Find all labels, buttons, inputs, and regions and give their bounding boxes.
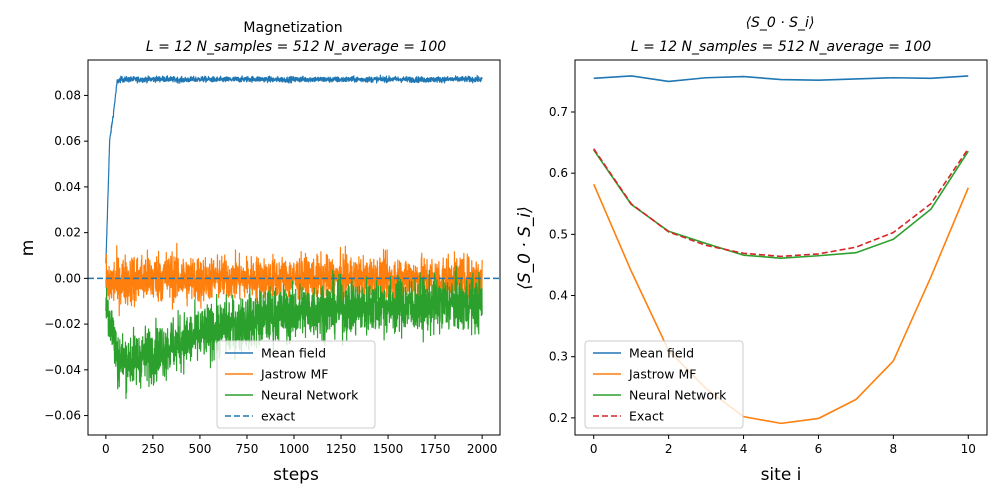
correlation-ylabel: ⟨S_0 · S_i⟩ [515,206,535,290]
correlation-legend-label-exact: Exact [629,409,664,424]
correlation-legend-label-neural-network: Neural Network [629,388,727,403]
magnetization-xtick-label: 1750 [420,442,451,456]
correlation-panel: ⟨S_0 · S_i⟩ L = 12 N_samples = 512 N_ave… [515,15,988,485]
correlation-legend-label-jastrow-mf: Jastrow MF [628,367,696,382]
correlation-plot-frame [574,59,988,436]
correlation-title: ⟨S_0 · S_i⟩ [746,15,815,31]
correlation-xtick-label: 0 [590,442,598,456]
correlation-series-jastrow-mf [592,183,970,425]
magnetization-xtick-label: 1250 [326,442,357,456]
magnetization-plot-frame [87,59,501,436]
correlation-ytick-label: 0.5 [549,227,568,241]
magnetization-xtick-label: 250 [141,442,164,456]
correlation-series-layer [592,75,970,425]
correlation-subtitle: L = 12 N_samples = 512 N_average = 100 [631,39,931,55]
magnetization-legend-box [216,340,376,429]
magnetization-ytick-label: 0.00 [54,271,81,285]
magnetization-xlabel: steps [273,465,319,485]
magnetization-ticks: 0 250 500 750 1000 1250 1500 1750 2000 −0.06 −0.04… [44,88,497,456]
magnetization-ytick-label: −0.02 [44,317,81,331]
correlation-ytick-label: 0.2 [549,411,568,425]
magnetization-series-neural-network [105,265,483,400]
correlation-xtick-label: 2 [665,442,673,456]
magnetization-subtitle: L = 12 N_samples = 512 N_average = 100 [146,39,446,55]
correlation-ytick-label: 0.6 [549,166,568,180]
magnetization-series-layer [88,74,500,400]
magnetization-xtick-label: 2000 [467,442,498,456]
magnetization-title: Magnetization [243,20,342,36]
correlation-series-mean-field [593,75,969,83]
magnetization-series-mean-field [105,74,483,264]
correlation-xtick-label: 4 [740,442,748,456]
magnetization-legend-label-neural-network: Neural Network [261,388,359,403]
magnetization-ytick-label: 0.04 [54,180,81,194]
correlation-xtick-label: 6 [815,442,823,456]
correlation-ytick-label: 0.3 [549,350,568,364]
magnetization-xtick-label: 750 [236,442,259,456]
magnetization-xtick-label: 0 [102,442,110,456]
magnetization-xtick-label: 500 [188,442,211,456]
correlation-ytick-label: 0.7 [549,105,568,119]
magnetization-panel: Magnetization L = 12 N_samples = 512 N_a… [18,20,501,485]
correlation-legend: Mean field Jastrow MF Neural Network Exact [584,340,744,429]
magnetization-legend-label-mean-field: Mean field [261,346,326,361]
correlation-ytick-label: 0.4 [549,289,568,303]
correlation-series-neural-network [593,149,969,260]
magnetization-legend-label-exact: exact [261,409,295,424]
correlation-xtick-label: 10 [961,442,976,456]
magnetization-xtick-label: 1500 [373,442,404,456]
magnetization-ytick-label: 0.06 [54,134,81,148]
magnetization-ytick-label: 0.08 [54,88,81,102]
magnetization-ytick-label: −0.04 [44,363,81,377]
magnetization-ylabel: m [18,240,38,257]
magnetization-ytick-label: −0.06 [44,409,81,423]
magnetization-legend: Mean field Jastrow MF Neural Network exact [216,340,376,429]
magnetization-xtick-label: 1000 [279,442,310,456]
correlation-legend-label-mean-field: Mean field [629,346,694,361]
correlation-series-exact [593,148,969,258]
correlation-ticks: 0 2 4 6 8 10 0.2 0.3 0.4 0.5 0.6 0.7 [549,105,976,456]
magnetization-ytick-label: 0.02 [54,226,81,240]
correlation-legend-box [584,340,744,429]
magnetization-legend-label-jastrow-mf: Jastrow MF [260,367,328,382]
correlation-xlabel: site i [761,465,802,485]
correlation-xtick-label: 8 [890,442,898,456]
